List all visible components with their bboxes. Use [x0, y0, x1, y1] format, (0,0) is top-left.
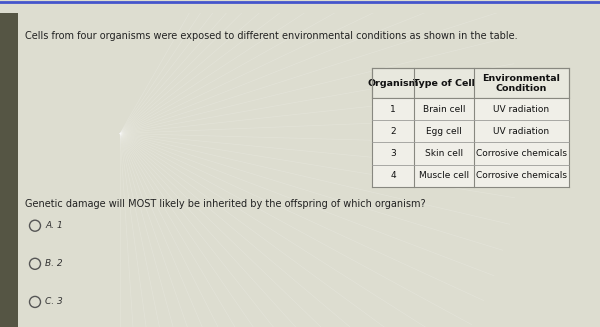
Text: A. 1: A. 1 [45, 221, 63, 230]
FancyBboxPatch shape [372, 164, 569, 187]
Text: Organism: Organism [367, 79, 419, 88]
Text: Brain cell: Brain cell [423, 105, 465, 114]
Text: 3: 3 [390, 149, 396, 158]
Text: Corrosive chemicals: Corrosive chemicals [476, 149, 567, 158]
Text: 4: 4 [390, 171, 396, 180]
Text: 2: 2 [390, 127, 396, 136]
FancyBboxPatch shape [372, 68, 569, 98]
Text: Cells from four organisms were exposed to different environmental conditions as : Cells from four organisms were exposed t… [25, 31, 518, 41]
FancyBboxPatch shape [0, 13, 18, 327]
Text: Muscle cell: Muscle cell [419, 171, 469, 180]
Text: B. 2: B. 2 [45, 259, 62, 268]
FancyBboxPatch shape [372, 98, 569, 120]
Text: Environmental
Condition: Environmental Condition [482, 74, 560, 93]
Text: UV radiation: UV radiation [493, 127, 550, 136]
FancyBboxPatch shape [372, 143, 569, 164]
Text: Corrosive chemicals: Corrosive chemicals [476, 171, 567, 180]
Text: Skin cell: Skin cell [425, 149, 463, 158]
Text: 1: 1 [390, 105, 396, 114]
FancyBboxPatch shape [372, 120, 569, 143]
Text: UV radiation: UV radiation [493, 105, 550, 114]
Text: C. 3: C. 3 [45, 298, 63, 306]
Text: Genetic damage will MOST likely be inherited by the offspring of which organism?: Genetic damage will MOST likely be inher… [25, 198, 425, 209]
Text: Type of Cell: Type of Cell [413, 79, 475, 88]
Text: Egg cell: Egg cell [426, 127, 462, 136]
